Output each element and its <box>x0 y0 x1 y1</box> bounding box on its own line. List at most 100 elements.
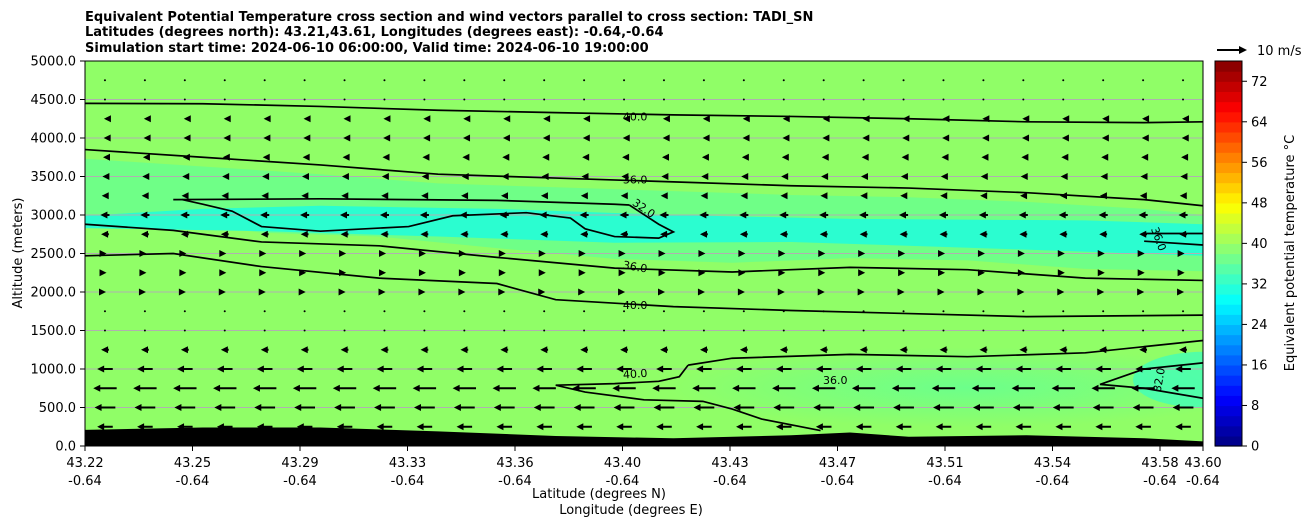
wind-vector-head <box>1177 288 1185 296</box>
wind-vector-head <box>1017 288 1025 296</box>
contour-label: 40.0 <box>623 367 648 382</box>
plot-area <box>85 61 1203 446</box>
wind-vector-head <box>137 365 145 373</box>
y-tick-label: 500.0 <box>39 401 76 416</box>
wind-vector <box>543 79 546 82</box>
wind-vector <box>702 310 705 313</box>
wind-vector-head <box>260 211 268 219</box>
wind-vector <box>822 310 825 313</box>
wind-vector <box>183 79 186 82</box>
wind-vector-head <box>542 134 550 142</box>
wind-vector-head <box>219 250 227 257</box>
wind-vector-head <box>736 423 744 431</box>
wind-vector-head <box>502 153 510 161</box>
wind-vector <box>583 329 586 332</box>
wind-vector-head <box>503 115 511 123</box>
wind-vector-head <box>372 384 380 392</box>
wind-vector-head <box>1171 384 1179 392</box>
wind-vector-head <box>573 404 581 411</box>
wind-vector-head <box>339 211 347 219</box>
wind-vector-head <box>1181 153 1189 161</box>
wind-vector-head <box>737 288 745 296</box>
wind-vector-head <box>742 134 750 142</box>
wind-vector-head <box>1180 173 1188 180</box>
wind-vector-head <box>815 423 823 431</box>
wind-vector-head <box>456 365 464 373</box>
wind-vector <box>343 310 346 313</box>
colorbar-segment <box>1215 415 1242 427</box>
wind-vector-head <box>301 192 309 200</box>
wind-vector-head <box>379 211 387 219</box>
x-tick-label-latitude: 43.51 <box>926 456 963 471</box>
wind-reference-arrowhead-icon <box>1239 46 1247 54</box>
wind-vector <box>223 310 226 313</box>
wind-vector-head <box>142 153 150 161</box>
wind-vector-head <box>501 173 509 180</box>
wind-vector-head <box>103 153 111 161</box>
wind-vector-head <box>381 192 389 200</box>
wind-vector-head <box>859 211 867 219</box>
y-tick-label: 2500.0 <box>31 247 77 262</box>
wind-vector-head <box>619 211 627 219</box>
x-tick-label-longitude: -0.64 <box>928 474 962 489</box>
wind-vector-head <box>778 269 786 277</box>
wind-vector-head <box>971 384 979 392</box>
colorbar-tick-label: 8 <box>1251 399 1259 414</box>
wind-vector <box>223 79 226 82</box>
wind-vector-head <box>1019 230 1027 238</box>
wind-vector-head <box>662 134 670 142</box>
wind-vector-head <box>580 192 588 200</box>
wind-vector-head <box>853 404 861 411</box>
wind-vector-head <box>893 404 901 411</box>
x-tick-label-latitude: 43.60 <box>1184 456 1221 471</box>
wind-vector-head <box>692 384 700 392</box>
wind-vector-head <box>702 134 710 142</box>
wind-vector-head <box>1131 384 1139 392</box>
wind-vector-head <box>332 384 340 392</box>
wind-vector-head <box>931 384 939 392</box>
wind-vector <box>623 329 626 332</box>
wind-vector <box>463 310 466 313</box>
wind-vector-head <box>1099 346 1107 354</box>
wind-vector-head <box>940 173 948 180</box>
wind-vector-head <box>660 230 668 238</box>
wind-vector-head <box>572 384 580 392</box>
wind-vector-head <box>259 250 267 257</box>
wind-vector-head <box>100 211 108 219</box>
wind-vector-head <box>422 153 430 161</box>
wind-vector-head <box>858 269 866 277</box>
wind-vector <box>343 98 346 101</box>
wind-vector-head <box>1179 192 1187 200</box>
wind-vector-head <box>1100 173 1108 180</box>
wind-vector-head <box>578 269 586 277</box>
wind-vector-head <box>543 115 551 123</box>
wind-vector-head <box>380 230 388 238</box>
wind-vector <box>183 329 186 332</box>
wind-vector-head <box>1057 250 1065 257</box>
wind-vector <box>303 310 306 313</box>
wind-vector-head <box>502 134 510 142</box>
wind-vector-head <box>977 288 985 296</box>
wind-vector <box>782 329 785 332</box>
wind-vector-head <box>977 269 985 277</box>
wind-vector-head <box>296 365 304 373</box>
wind-vector-head <box>821 153 829 161</box>
wind-vector-head <box>1175 365 1183 373</box>
wind-vector <box>583 98 586 101</box>
wind-vector-head <box>174 404 182 411</box>
wind-vector-head <box>300 346 308 354</box>
wind-vector-head <box>298 288 306 296</box>
wind-vector-head <box>336 423 344 431</box>
wind-vector <box>1142 79 1145 82</box>
wind-vector-head <box>223 115 231 123</box>
wind-vector-head <box>342 153 350 161</box>
colorbar-tick-label: 24 <box>1251 318 1268 333</box>
wind-vector-head <box>1099 192 1107 200</box>
wind-vector-head <box>652 384 660 392</box>
wind-vector-head <box>99 288 107 296</box>
wind-vector-head <box>498 269 506 277</box>
wind-vector-head <box>178 288 186 296</box>
wind-vector-head <box>1017 269 1025 277</box>
wind-vector-head <box>861 153 869 161</box>
